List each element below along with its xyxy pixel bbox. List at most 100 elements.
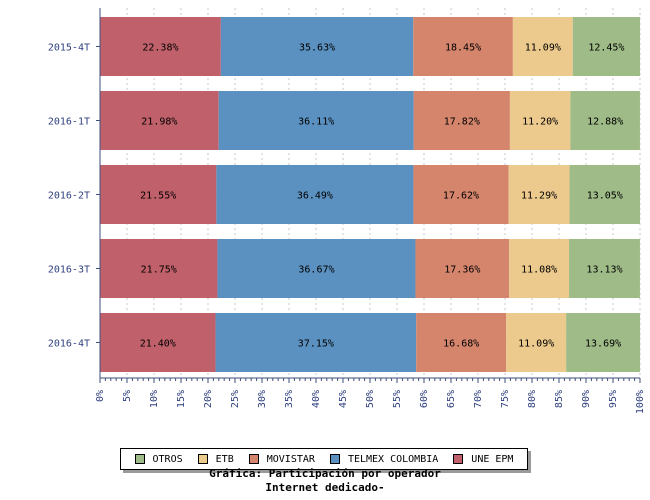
bar-segment [100,91,219,150]
legend-swatch [134,454,145,464]
bar-value-label: 11.29% [521,191,557,202]
x-tick-labels: 0% 5% 10% 15% 20% 25% 30% 35% 40% 45% 50% 55% 60% 65%… [95,390,646,414]
x-tick-label: 75% [500,390,511,408]
x-tick-label: 35% [284,390,295,408]
bar-segment [569,239,640,298]
y-tick-label: 2016-3T [48,265,90,276]
bar-segment [220,17,414,76]
bar-segment [512,17,573,76]
x-tick-label: 65% [446,390,457,408]
bar-value-label: 16.68% [443,339,479,350]
y-tick-label: 2016-4T [48,339,90,350]
bar-value-label: 12.88% [587,117,623,128]
axes [96,8,641,383]
legend-item: ETB [197,453,234,465]
bar-value-label: 36.67% [298,265,334,276]
bar-value-label: 13.69% [585,339,621,350]
y-tick-label: 2016-2T [48,191,90,202]
y-tick-label: 2016-1T [48,117,90,128]
bar-segment [413,165,509,224]
x-tick-label: 50% [365,390,376,408]
bar-value-label: 17.36% [444,265,480,276]
bar-segment [416,313,507,372]
x-tick-label: 95% [608,390,619,408]
bar-value-label: 13.13% [586,265,622,276]
bar-value-label: 37.15% [298,339,334,350]
bar-segment [572,17,640,76]
bars: 22.38% 35.63% 18.45% 11.09% 12.45% 21.98% 36.1… [100,17,641,372]
legend-label: OTROS [152,453,183,465]
x-tick-label: 60% [419,390,430,408]
legend-swatch [453,454,464,464]
bar-segment [508,165,570,224]
legend-label: ETB [215,453,234,465]
bar-value-label: 13.05% [587,191,623,202]
bar-value-label: 36.49% [297,191,333,202]
bar-segment [506,313,567,372]
bar-value-label: 22.38% [142,43,178,54]
bar-value-label: 17.82% [444,117,480,128]
x-tick-label: 30% [257,390,268,408]
legend-swatch [248,454,259,464]
y-tick-labels: 2015-4T 2016-1T 2016-2T 2016-3T 2016-4T [48,43,90,350]
bar-value-label: 21.55% [140,191,176,202]
bar-segment [100,239,218,298]
caption-line-1: Gráfica: Participación por operador [209,467,441,480]
bar-value-label: 11.08% [521,265,557,276]
legend-label: TELMEX COLOMBIA [347,453,439,465]
bar-value-label: 11.09% [525,43,561,54]
legend-swatch [329,454,340,464]
y-tick-label: 2015-4T [48,43,90,54]
x-tick-label: 15% [176,390,187,408]
bar-segment [215,313,417,372]
chart-caption: Gráfica: Participación por operador Inte… [0,467,650,495]
x-tick-label: 20% [203,390,214,408]
legend-item: OTROS [134,453,183,465]
bar-segment [100,17,221,76]
bar-value-label: 17.62% [443,191,479,202]
x-tick-label: 100% [635,390,646,414]
bar-segment [413,91,510,150]
bar-value-label: 35.63% [299,43,335,54]
x-tick-label: 70% [473,390,484,408]
bar-value-label: 21.98% [141,117,177,128]
x-tick-label: 80% [527,390,538,408]
bar-segment [570,91,640,150]
bar-segment [217,239,416,298]
legend: OTROS ETB MOVISTAR TELMEX COLOMBIA UNE EPM [120,448,528,470]
x-tick-label: 40% [311,390,322,408]
bar-value-label: 11.09% [518,339,554,350]
x-tick-label: 10% [149,390,160,408]
x-tick-label: 85% [554,390,565,408]
bar-segment [509,239,570,298]
x-tick-label: 25% [230,390,241,408]
legend-label: UNE EPM [471,453,514,465]
bar-value-label: 18.45% [445,43,481,54]
bar-value-label: 21.40% [140,339,176,350]
caption-line-2: Internet dedicado- [265,481,385,494]
bar-segment [509,91,571,150]
bar-value-label: 11.20% [522,117,558,128]
legend-item: MOVISTAR [248,453,315,465]
x-tick-label: 55% [392,390,403,408]
legend-swatch [197,454,208,464]
x-tick-label: 45% [338,390,349,408]
bar-segment [100,313,216,372]
bar-segment [218,91,414,150]
bar-value-label: 12.45% [588,43,624,54]
bar-segment [413,17,513,76]
legend-item: TELMEX COLOMBIA [329,453,439,465]
x-tick-label: 90% [581,390,592,408]
bar-segment [566,313,641,372]
x-tick-label: 0% [95,390,106,402]
bar-segment [216,165,414,224]
legend-label: MOVISTAR [266,453,315,465]
bar-segment [100,165,217,224]
x-tick-label: 5% [122,390,133,402]
bar-value-label: 21.75% [141,265,177,276]
bar-value-label: 36.11% [298,117,334,128]
legend-item: UNE EPM [453,454,513,465]
bar-segment [569,165,640,224]
bar-segment [415,239,510,298]
